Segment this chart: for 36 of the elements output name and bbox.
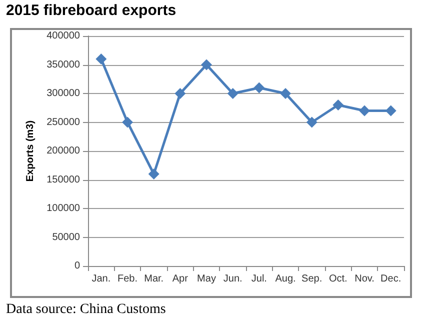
x-tick-label: Dec.: [380, 274, 402, 284]
x-tick-label: May: [197, 274, 216, 284]
chart-title: 2015 fibreboard exports: [6, 2, 176, 19]
point: [148, 168, 160, 180]
point: [174, 88, 186, 99]
point: [96, 54, 107, 64]
x-tick-label: Oct.: [328, 274, 348, 284]
point: [385, 105, 396, 116]
x-tick-label: Apr: [172, 274, 189, 284]
y-tick-label: 250000: [46, 116, 80, 128]
y-tick-label: 100000: [46, 203, 80, 214]
y-tick-label: 400000: [46, 30, 80, 42]
point: [201, 59, 212, 70]
y-axis-title: Exports (m3): [25, 120, 36, 182]
x-tick-label: Feb.: [117, 274, 138, 284]
x-tick-label: Sep.: [302, 274, 322, 284]
point: [359, 105, 370, 116]
x-tick-label: Nov.: [354, 274, 374, 284]
point: [306, 116, 318, 128]
source-note: Data source: China Customs: [6, 302, 166, 318]
x-tick-label: Jun.: [223, 274, 242, 284]
y-tick-label: 350000: [46, 59, 80, 70]
y-tick-label: 200000: [46, 146, 80, 156]
y-tick-label: 0: [74, 260, 80, 272]
x-tick-label: Mar.: [144, 274, 164, 284]
point: [227, 88, 238, 99]
y-tick-label: 50000: [52, 232, 80, 243]
x-tick-label: Jan.: [92, 274, 111, 284]
point: [254, 82, 265, 94]
point: [280, 88, 291, 99]
point: [122, 116, 133, 128]
point: [332, 100, 344, 110]
y-tick-label: 150000: [46, 174, 80, 186]
y-tick-label: 300000: [46, 88, 80, 99]
x-tick-label: Jul.: [251, 274, 267, 284]
x-tick-label: Aug.: [275, 274, 296, 284]
